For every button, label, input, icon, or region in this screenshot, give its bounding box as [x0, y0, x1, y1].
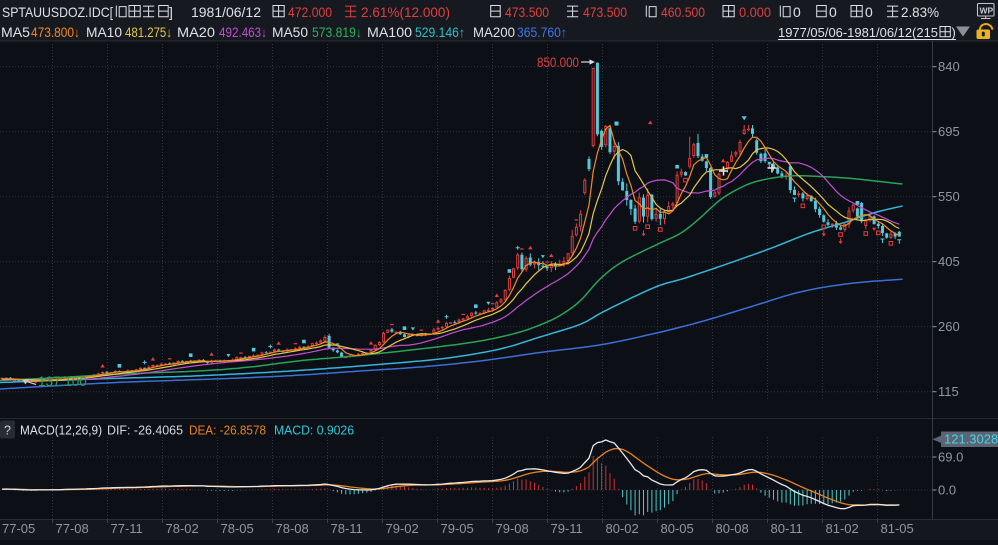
svg-text:): ) — [952, 25, 956, 40]
svg-text:695: 695 — [938, 124, 960, 139]
svg-text:MA5: MA5 — [1, 25, 30, 40]
svg-text:?: ? — [4, 424, 11, 438]
svg-text:492.463↓: 492.463↓ — [219, 25, 267, 40]
svg-text:MA10: MA10 — [86, 25, 122, 40]
svg-text:]: ] — [169, 4, 173, 20]
svg-text:550: 550 — [938, 189, 960, 204]
svg-text:473.800↓: 473.800↓ — [31, 25, 80, 40]
svg-text:0.0: 0.0 — [938, 483, 956, 498]
svg-text:69.0: 69.0 — [938, 450, 963, 465]
svg-text:850.000: 850.000 — [537, 55, 579, 70]
svg-text:MA20: MA20 — [177, 25, 215, 40]
svg-text:0: 0 — [793, 4, 801, 20]
svg-text:78-05: 78-05 — [221, 521, 254, 536]
svg-text:80-02: 80-02 — [606, 521, 639, 536]
svg-text:SPTAUUSDOZ.IDC[: SPTAUUSDOZ.IDC[ — [2, 4, 113, 20]
svg-text:481.275↓: 481.275↓ — [125, 25, 172, 40]
svg-text:121.3028: 121.3028 — [944, 432, 998, 447]
svg-text:78-11: 78-11 — [331, 521, 363, 536]
svg-text:2.83%: 2.83% — [901, 4, 939, 20]
svg-text:79-02: 79-02 — [386, 521, 419, 536]
svg-text:473.500: 473.500 — [583, 4, 627, 20]
svg-text:460.500: 460.500 — [661, 4, 705, 20]
svg-text:573.819↓: 573.819↓ — [312, 25, 362, 40]
svg-text:260: 260 — [938, 319, 960, 334]
svg-text:79-08: 79-08 — [496, 521, 529, 536]
svg-text:DEA: -26.8578: DEA: -26.8578 — [189, 423, 266, 438]
svg-text:79-11: 79-11 — [551, 521, 583, 536]
svg-text:MA100: MA100 — [367, 25, 412, 40]
svg-text:MACD(12,26,9): MACD(12,26,9) — [20, 423, 102, 438]
svg-text:77-05: 77-05 — [2, 521, 35, 536]
svg-text:840: 840 — [938, 59, 960, 74]
svg-text:79-05: 79-05 — [441, 521, 474, 536]
svg-text:473.500: 473.500 — [505, 4, 549, 20]
svg-text:1981/06/12: 1981/06/12 — [191, 4, 261, 20]
svg-text:0: 0 — [865, 4, 873, 20]
svg-text:81-02: 81-02 — [826, 521, 859, 536]
svg-text:0: 0 — [829, 4, 837, 20]
svg-text:1977/05/06-1981/06/12(215: 1977/05/06-1981/06/12(215 — [778, 25, 938, 40]
svg-text:0.000: 0.000 — [739, 4, 771, 20]
svg-text:MA50: MA50 — [272, 25, 308, 40]
svg-text:MACD: 0.9026: MACD: 0.9026 — [274, 423, 354, 438]
svg-text:2.61%(12.000): 2.61%(12.000) — [361, 4, 450, 20]
svg-text:81-05: 81-05 — [881, 521, 914, 536]
svg-text:115: 115 — [938, 384, 959, 399]
svg-text:DIF: -26.4065: DIF: -26.4065 — [107, 423, 183, 438]
svg-text:529.146↑: 529.146↑ — [415, 25, 465, 40]
svg-text:78-02: 78-02 — [166, 521, 199, 536]
svg-text:WP: WP — [980, 6, 994, 16]
svg-text:365.760↑: 365.760↑ — [517, 25, 567, 40]
svg-text:80-05: 80-05 — [661, 521, 694, 536]
svg-text:137.100: 137.100 — [38, 374, 87, 389]
svg-text:78-08: 78-08 — [276, 521, 309, 536]
svg-text:MA200: MA200 — [473, 25, 515, 40]
svg-text:80-11: 80-11 — [771, 521, 803, 536]
svg-text:405: 405 — [938, 254, 960, 269]
svg-text:77-08: 77-08 — [56, 521, 89, 536]
svg-text:77-11: 77-11 — [111, 521, 143, 536]
svg-text:80-08: 80-08 — [716, 521, 749, 536]
svg-text:472.000: 472.000 — [288, 4, 332, 20]
